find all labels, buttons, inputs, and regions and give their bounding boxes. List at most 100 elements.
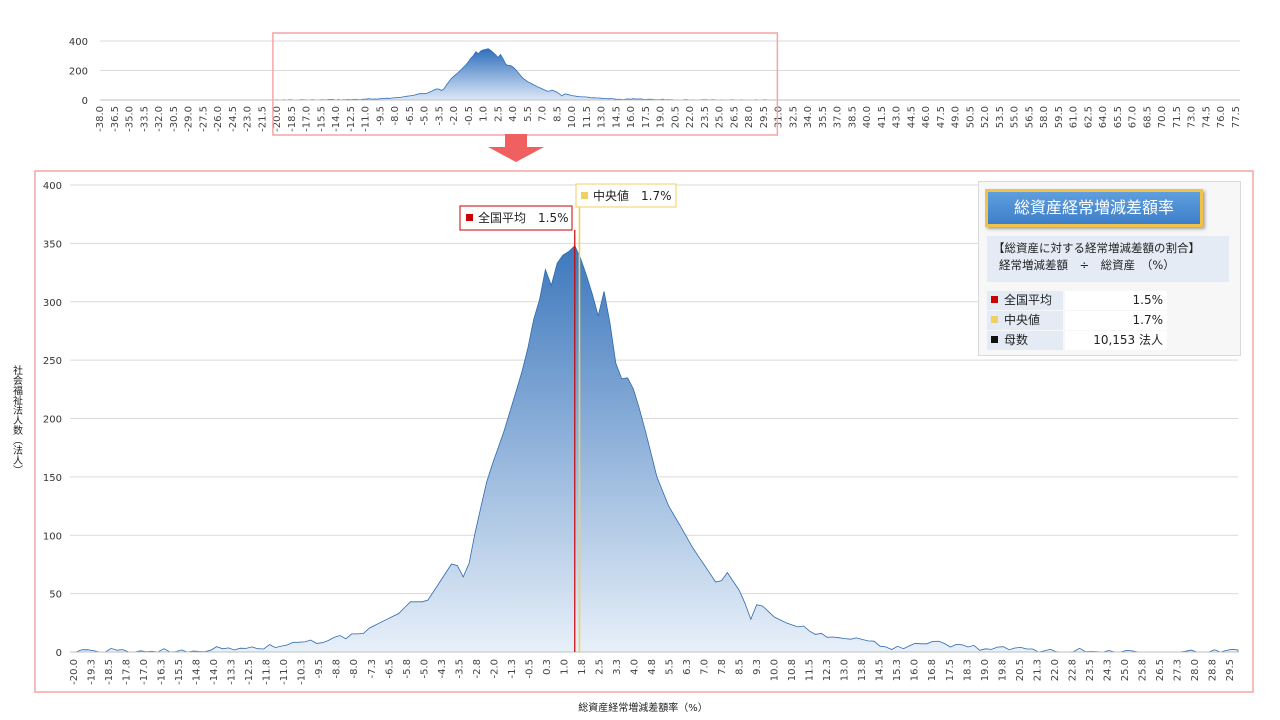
y-tick-label: 400 (43, 181, 62, 192)
detail-y-tick-labels: 0 50 100 150 200 250 300 350 400 (43, 181, 62, 659)
x-tick-label: 13.0 (597, 106, 608, 128)
legend-description-line-2: 経常増減差額 ÷ 総資産 （%） (999, 258, 1175, 272)
detail-area-series (70, 245, 1239, 653)
x-tick-label: -3.5 (454, 659, 465, 679)
x-tick-label: 31.0 (774, 106, 785, 128)
x-tick-label: 35.5 (818, 106, 829, 128)
x-tick-label: -36.5 (110, 106, 121, 132)
x-tick-label: 41.5 (877, 106, 888, 128)
mean-callout-text: 全国平均 1.5% (478, 210, 569, 225)
legend-row-mean: 全国平均 1.5% (987, 291, 1167, 310)
x-tick-label: -11.0 (279, 659, 290, 685)
x-tick-label: -30.5 (169, 106, 180, 132)
x-tick-label: 34.0 (803, 106, 814, 128)
x-tick-label: -21.5 (257, 106, 268, 132)
x-tick-label: 26.5 (729, 106, 740, 128)
x-tick-label: 4.0 (508, 106, 519, 122)
y-tick-label: 350 (43, 239, 62, 250)
x-tick-label: 29.5 (759, 106, 770, 128)
x-tick-label: 59.5 (1054, 106, 1065, 128)
x-tick-label: 14.5 (875, 659, 886, 681)
y-tick-label: 250 (43, 356, 62, 367)
x-tick-label: 27.3 (1173, 659, 1184, 681)
legend-description: 【総資産に対する経常増減差額の割合】 経常増減差額 ÷ 総資産 （%） (987, 236, 1229, 282)
x-tick-label: 26.5 (1155, 659, 1166, 681)
overview-gridlines (100, 40, 1240, 71)
x-tick-label: -18.5 (287, 106, 298, 132)
x-tick-label: -26.0 (213, 106, 224, 132)
x-tick-label: -24.5 (228, 106, 239, 132)
x-tick-label: 71.5 (1172, 106, 1183, 128)
x-tick-label: -14.0 (331, 106, 342, 132)
x-tick-label: -27.5 (198, 106, 209, 132)
x-tick-label: 43.0 (892, 106, 903, 128)
y-axis-title: 社会福祉法人数（法人） (11, 364, 23, 475)
x-tick-label: -32.0 (154, 106, 165, 132)
x-tick-label: 22.8 (1067, 659, 1078, 681)
x-tick-label: 50.5 (965, 106, 976, 128)
x-tick-label: 56.5 (1025, 106, 1036, 128)
x-tick-label: 24.3 (1102, 659, 1113, 681)
x-tick-label: 38.5 (847, 106, 858, 128)
x-tick-label: -2.0 (449, 106, 460, 126)
x-tick-label: 16.0 (626, 106, 637, 128)
x-tick-label: 25.0 (1120, 659, 1131, 681)
x-tick-label: 70.0 (1157, 106, 1168, 128)
x-tick-label: -38.0 (95, 106, 106, 132)
mean-square-icon (466, 214, 473, 221)
y-tick-label: 300 (43, 298, 62, 309)
x-tick-label: 55.0 (1010, 106, 1021, 128)
x-tick-label: 64.0 (1098, 106, 1109, 128)
x-tick-label: -23.0 (243, 106, 254, 132)
x-tick-label: -4.3 (437, 659, 448, 679)
legend-row-value: 10,153 法人 (1065, 331, 1167, 350)
x-tick-label: 3.3 (612, 659, 623, 675)
x-tick-label: -13.3 (227, 659, 238, 685)
x-tick-label: -16.3 (157, 659, 168, 685)
legend-row-value: 1.7% (1065, 311, 1167, 330)
x-tick-label: 23.5 (1085, 659, 1096, 681)
x-tick-label: 47.5 (936, 106, 947, 128)
x-tick-label: 5.5 (523, 106, 534, 122)
x-tick-label: 2.5 (493, 106, 504, 122)
x-tick-label: 12.3 (822, 659, 833, 681)
x-tick-label: 16.0 (910, 659, 921, 681)
x-tick-label: 2.5 (595, 659, 606, 675)
x-tick-label: 76.0 (1216, 106, 1227, 128)
legend-row-count: 母数 10,153 法人 (987, 331, 1167, 350)
legend-panel: 総資産経常増減差額率 【総資産に対する経常増減差額の割合】 経常増減差額 ÷ 総… (978, 181, 1241, 356)
x-tick-label: 67.0 (1128, 106, 1139, 128)
x-tick-label: 37.0 (833, 106, 844, 128)
x-tick-label: 32.5 (788, 106, 799, 128)
detail-frame (34, 170, 1254, 693)
x-tick-label: 58.0 (1039, 106, 1050, 128)
x-tick-label: -2.8 (472, 659, 483, 679)
x-tick-label: 53.5 (995, 106, 1006, 128)
legend-row-label: 母数 (1004, 333, 1029, 347)
x-tick-label: -8.0 (349, 659, 360, 679)
x-tick-label: -8.8 (332, 659, 343, 679)
legend-title: 総資産経常増減差額率 (985, 189, 1203, 227)
x-tick-label: -17.8 (122, 659, 133, 685)
x-tick-label: -17.0 (139, 659, 150, 685)
x-tick-label: -5.0 (419, 659, 430, 679)
x-tick-label: 4.0 (630, 659, 641, 675)
x-tick-label: 25.0 (715, 106, 726, 128)
x-tick-label: 8.5 (735, 659, 746, 675)
median-callout: 中央値 1.7% (575, 183, 677, 208)
x-tick-label: -6.5 (384, 659, 395, 679)
x-tick-label: -33.5 (139, 106, 150, 132)
x-tick-label: -10.3 (297, 659, 308, 685)
mean-callout: 全国平均 1.5% (459, 205, 573, 231)
x-tick-label: 8.5 (552, 106, 563, 122)
x-tick-label: 1.8 (577, 659, 588, 675)
x-tick-label: 73.0 (1187, 106, 1198, 128)
x-tick-label: -9.5 (314, 659, 325, 679)
x-tick-label: 40.0 (862, 106, 873, 128)
legend-description-line-1: 【総資産に対する経常増減差額の割合】 (993, 241, 1200, 255)
overview-x-tick-labels: -38.0 -36.5 -35.0 -33.5 -32.0 -30.5 -29.0 -27.5… (95, 106, 1242, 132)
x-tick-label: 23.5 (700, 106, 711, 128)
x-tick-label: 13.0 (840, 659, 851, 681)
x-tick-label: 25.8 (1137, 659, 1148, 681)
